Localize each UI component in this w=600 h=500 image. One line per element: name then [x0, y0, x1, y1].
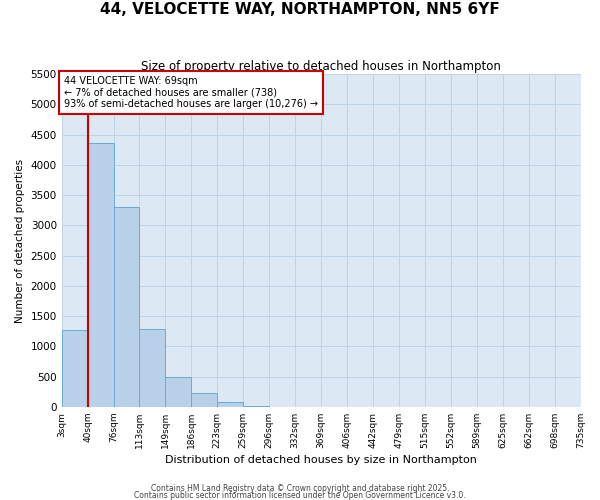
Bar: [191, 393, 217, 407]
Text: Contains HM Land Registry data © Crown copyright and database right 2025.: Contains HM Land Registry data © Crown c…: [151, 484, 449, 493]
Text: 44 VELOCETTE WAY: 69sqm
← 7% of detached houses are smaller (738)
93% of semi-de: 44 VELOCETTE WAY: 69sqm ← 7% of detached…: [64, 76, 318, 109]
Text: Contains public sector information licensed under the Open Government Licence v3: Contains public sector information licen…: [134, 490, 466, 500]
Bar: [166, 376, 191, 407]
Bar: [113, 207, 139, 407]
Title: Size of property relative to detached houses in Northampton: Size of property relative to detached ho…: [141, 60, 501, 73]
Bar: [88, 142, 113, 407]
Text: 44, VELOCETTE WAY, NORTHAMPTON, NN5 6YF: 44, VELOCETTE WAY, NORTHAMPTON, NN5 6YF: [100, 2, 500, 18]
Bar: [217, 402, 243, 407]
X-axis label: Distribution of detached houses by size in Northampton: Distribution of detached houses by size …: [165, 455, 477, 465]
Y-axis label: Number of detached properties: Number of detached properties: [15, 158, 25, 322]
Bar: [62, 330, 88, 407]
Bar: [243, 406, 269, 407]
Bar: [139, 329, 166, 407]
